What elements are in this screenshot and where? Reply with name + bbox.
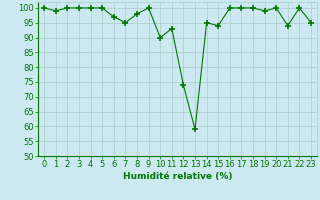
X-axis label: Humidité relative (%): Humidité relative (%): [123, 172, 232, 181]
